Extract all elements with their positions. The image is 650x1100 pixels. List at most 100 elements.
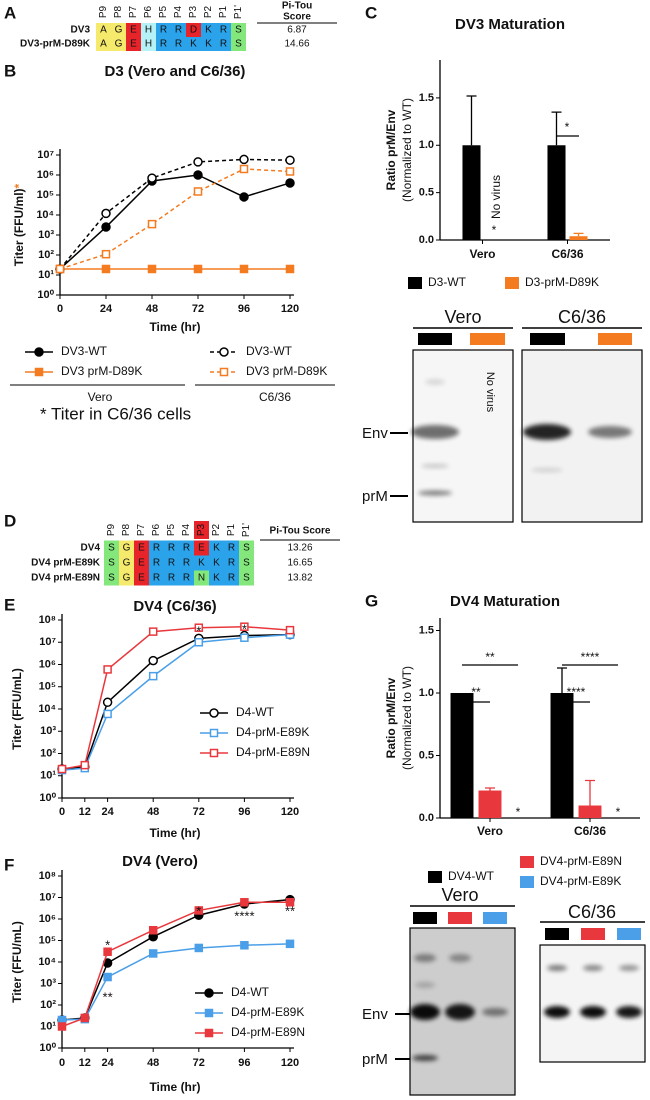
position-label: P7 [136,523,147,536]
x-tick-label: 48 [146,303,158,315]
data-point [103,665,112,674]
row-name: DV4 prM-E89K [31,558,101,569]
panel-label: C [365,3,377,22]
x-tick-label: 96 [238,806,250,818]
residue-cell [104,555,119,571]
residue: R [153,558,160,569]
legend-marker [209,708,219,718]
y-tick-label: 10⁶ [39,658,56,670]
data-point [148,655,158,666]
residue-cell [231,23,246,37]
x-tick-label: 72 [193,1057,205,1069]
bar [462,145,481,240]
annotation: **** [567,685,586,699]
row-name: DV4 prM-E89N [31,573,100,584]
residue: R [168,543,175,554]
x-tick-label: 120 [281,303,299,315]
annotation: ** [103,989,113,1004]
residue-cell [126,37,141,51]
residue-cell [134,540,149,556]
y-tick-label: 10⁶ [39,913,56,925]
gel-band [449,954,471,962]
data-point [239,264,249,274]
chart-title: DV3 Maturation [455,16,565,33]
score: 13.26 [287,543,312,554]
residue-cell [156,23,171,37]
legend-label: DV3-WT [246,344,293,358]
residue-cell [156,37,171,51]
annotation: * [616,805,621,819]
gel-band [531,468,563,472]
residue-cell [224,570,239,586]
residue: G [115,39,123,50]
row-name: DV4 [81,543,101,554]
gel-band [411,425,459,439]
gel-label: Vero [444,307,481,327]
residue-cell [194,555,209,571]
x-tick-label: 120 [281,1057,299,1069]
residue-cell [134,570,149,586]
y-tick-label: 10⁴ [38,956,56,968]
gel-band [482,1008,508,1016]
error-bar [585,779,595,806]
residue: K [198,558,205,569]
residue: A [100,39,107,50]
y-tick-label: 10⁵ [39,681,56,693]
residue: H [145,39,152,50]
data-point [240,622,249,631]
series-line [59,158,291,270]
data-point [193,187,203,196]
residue-cell [126,23,141,37]
x-tick-label: 12 [79,1057,91,1069]
position-label: P3 [188,5,199,18]
residue: G [115,25,123,36]
error-bar [557,667,567,693]
data-point [101,222,111,232]
residue: S [108,573,115,584]
residue: D [190,25,197,36]
residue: R [175,39,182,50]
x-tick-label: 0 [57,303,63,315]
gel-panel [539,944,646,1063]
score: 13.82 [287,573,312,584]
residue: K [205,39,212,50]
gel-band [418,490,452,496]
residue-cell [134,555,149,571]
gel-marker-label: prM [362,1051,388,1068]
position-label: P2 [203,5,214,18]
residue-cell [239,570,254,586]
data-point [148,627,158,636]
residue: S [235,39,242,50]
y-tick-label: 10⁴ [38,703,56,715]
gel-band [580,1006,606,1018]
residue-cell [149,540,164,556]
legend-label: DV4-WT [448,869,495,883]
annotation: **** [581,650,600,664]
data-point [285,625,295,635]
y-tick-label: 0.5 [419,749,434,761]
gel-band [547,965,567,971]
residue: S [108,543,115,554]
data-point [147,264,157,274]
residue-cell [141,37,156,51]
legend-label: D3-WT [428,275,467,289]
error-bar [573,232,584,237]
legend-marker [219,347,229,357]
position-label: P4 [181,523,192,536]
residue-cell [104,540,119,556]
residue: R [160,39,167,50]
residue: S [235,25,242,36]
data-point [147,173,157,183]
y-tick-label: 10⁷ [37,149,54,161]
residue-cell [194,570,209,586]
gel-band [544,1006,570,1018]
y-axis-label-text: Titer (FFU/ml) [12,188,26,266]
data-point [285,939,295,949]
y-tick-label: 10² [38,249,54,261]
y-tick-label: 1.5 [419,92,434,104]
y-tick-label: 0.5 [419,187,434,199]
annotation: ** [471,685,481,699]
residue-cell [149,555,164,571]
bar [450,693,474,818]
